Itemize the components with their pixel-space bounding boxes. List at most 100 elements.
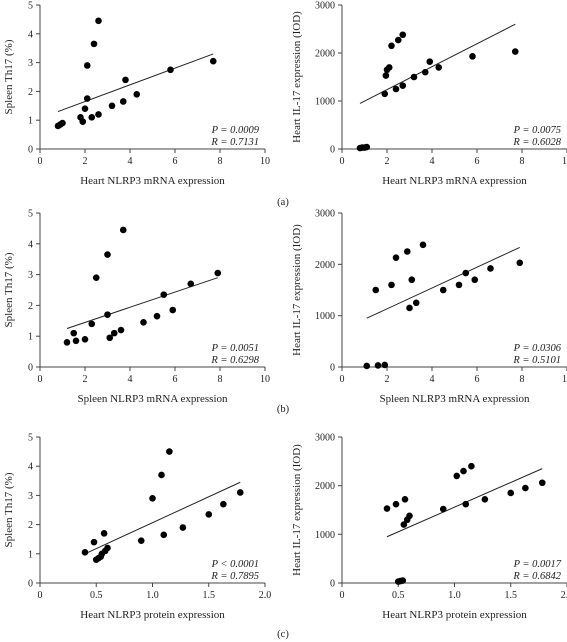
data-point	[406, 304, 413, 312]
y-tick-label: 2000	[315, 481, 335, 492]
y-tick-label: 1000	[315, 530, 335, 541]
data-point	[209, 57, 217, 65]
data-point	[81, 549, 89, 556]
data-point	[88, 320, 96, 328]
panel-label-c: (c)	[277, 629, 289, 640]
y-axis-label: Heart IL-17 expression (IOD)	[291, 224, 303, 356]
data-point	[408, 276, 416, 284]
x-tick-label: 6	[173, 156, 178, 167]
data-point	[385, 64, 393, 71]
data-point	[117, 326, 125, 334]
data-point	[104, 311, 111, 318]
x-tick-label: 0	[340, 590, 345, 601]
data-point	[516, 259, 524, 267]
data-point	[59, 119, 66, 127]
data-point	[538, 479, 546, 487]
data-point	[158, 471, 165, 479]
x-axis-label: Spleen NLRP3 mRNA expression	[77, 393, 228, 405]
data-point	[426, 58, 434, 65]
regression-line	[366, 246, 520, 319]
p-value-label: P = 0.0306	[513, 343, 562, 354]
y-tick-label: 0	[28, 363, 33, 374]
r-value-label: R = 0.5101	[512, 355, 561, 366]
data-point	[81, 335, 89, 343]
y-tick-label: 1	[28, 116, 33, 127]
data-point	[412, 299, 420, 307]
x-tick-label: 2	[385, 156, 390, 167]
data-point	[236, 489, 244, 496]
x-tick-label: 2.0	[259, 590, 272, 601]
data-point	[468, 462, 475, 470]
chart-5: 0 0.5 1.0 1.5 2.0 0 1 2 3 4 5 Heart NLRP3 protein e…	[3, 433, 271, 622]
x-tick-label: 8	[520, 374, 525, 385]
data-point	[160, 291, 168, 298]
x-tick-label: 1.0	[146, 590, 159, 601]
data-point	[383, 505, 391, 512]
y-tick-label: 3	[28, 491, 33, 502]
y-axis-label: Spleen Th17 (%)	[3, 472, 15, 547]
x-tick-label: 4	[430, 156, 435, 167]
p-value-label: P < 0.0001	[211, 559, 259, 570]
data-point	[400, 521, 408, 528]
x-tick-label: 4	[128, 374, 133, 385]
y-tick-label: 3000	[315, 433, 335, 444]
data-point	[160, 531, 168, 539]
data-point	[522, 484, 529, 492]
y-tick-label: 0	[28, 579, 33, 590]
x-tick-label: 4	[430, 374, 435, 385]
data-point	[137, 537, 145, 544]
x-tick-label: 1.5	[505, 590, 518, 601]
x-tick-label: 2	[83, 156, 88, 167]
y-tick-label: 1000	[315, 97, 335, 108]
data-point	[104, 544, 111, 552]
data-point	[122, 76, 129, 84]
y-axis-label: Spleen Th17 (%)	[3, 252, 15, 327]
y-tick-label: 2000	[315, 49, 335, 60]
y-axis-label: Heart IL-17 expression (IOD)	[291, 11, 303, 143]
x-tick-label: 1.5	[203, 590, 216, 601]
x-tick-label: 4	[128, 156, 133, 167]
data-point	[83, 62, 91, 69]
y-tick-label: 0	[28, 145, 33, 156]
x-tick-label: 1.0	[448, 590, 461, 601]
data-point	[435, 64, 443, 71]
r-value-label: R = 0.6842	[512, 571, 561, 582]
x-tick-label: 0.5	[90, 590, 103, 601]
y-tick-label: 0	[330, 363, 335, 374]
x-axis-label: Heart NLRP3 mRNA expression	[80, 175, 225, 187]
panel-label-a: (a)	[277, 197, 289, 208]
y-tick-label: 4	[28, 462, 33, 473]
x-tick-label: 2	[385, 374, 390, 385]
x-tick-label: 6	[173, 374, 178, 385]
data-point	[453, 472, 461, 480]
y-tick-label: 1000	[315, 311, 335, 322]
x-tick-label: 0	[38, 590, 43, 601]
p-value-label: P = 0.0075	[513, 125, 561, 136]
chart-4: 0 2 4 6 8 10 0 1000 2000 3000 Spleen NLRP3 mRNA ex…	[291, 209, 567, 405]
x-tick-label: 6	[475, 374, 480, 385]
data-point	[205, 511, 213, 518]
data-point	[401, 495, 409, 503]
data-point	[166, 448, 173, 455]
x-axis-label: Heart NLRP3 protein expression	[382, 609, 527, 621]
data-point	[90, 40, 98, 48]
r-value-label: R = 0.7131	[210, 137, 259, 148]
y-tick-label: 3	[28, 270, 33, 281]
data-point	[381, 361, 389, 369]
x-axis-label: Spleen NLRP3 mRNA expression	[379, 393, 530, 405]
data-point	[388, 281, 395, 289]
data-point	[106, 334, 114, 342]
p-value-label: P = 0.0051	[211, 343, 259, 354]
data-point	[403, 248, 411, 255]
x-tick-label: 10	[260, 156, 270, 167]
x-tick-label: 10	[562, 374, 567, 385]
data-point	[399, 82, 407, 89]
data-point	[79, 118, 87, 125]
y-tick-label: 1	[28, 332, 33, 343]
data-point	[119, 98, 127, 105]
data-point	[187, 280, 195, 288]
y-tick-label: 1	[28, 549, 33, 560]
chart-2: 0 2 4 6 8 10 0 1000 2000 3000 Heart NLRP3 mRNA exp…	[291, 1, 567, 187]
data-point	[511, 48, 519, 55]
